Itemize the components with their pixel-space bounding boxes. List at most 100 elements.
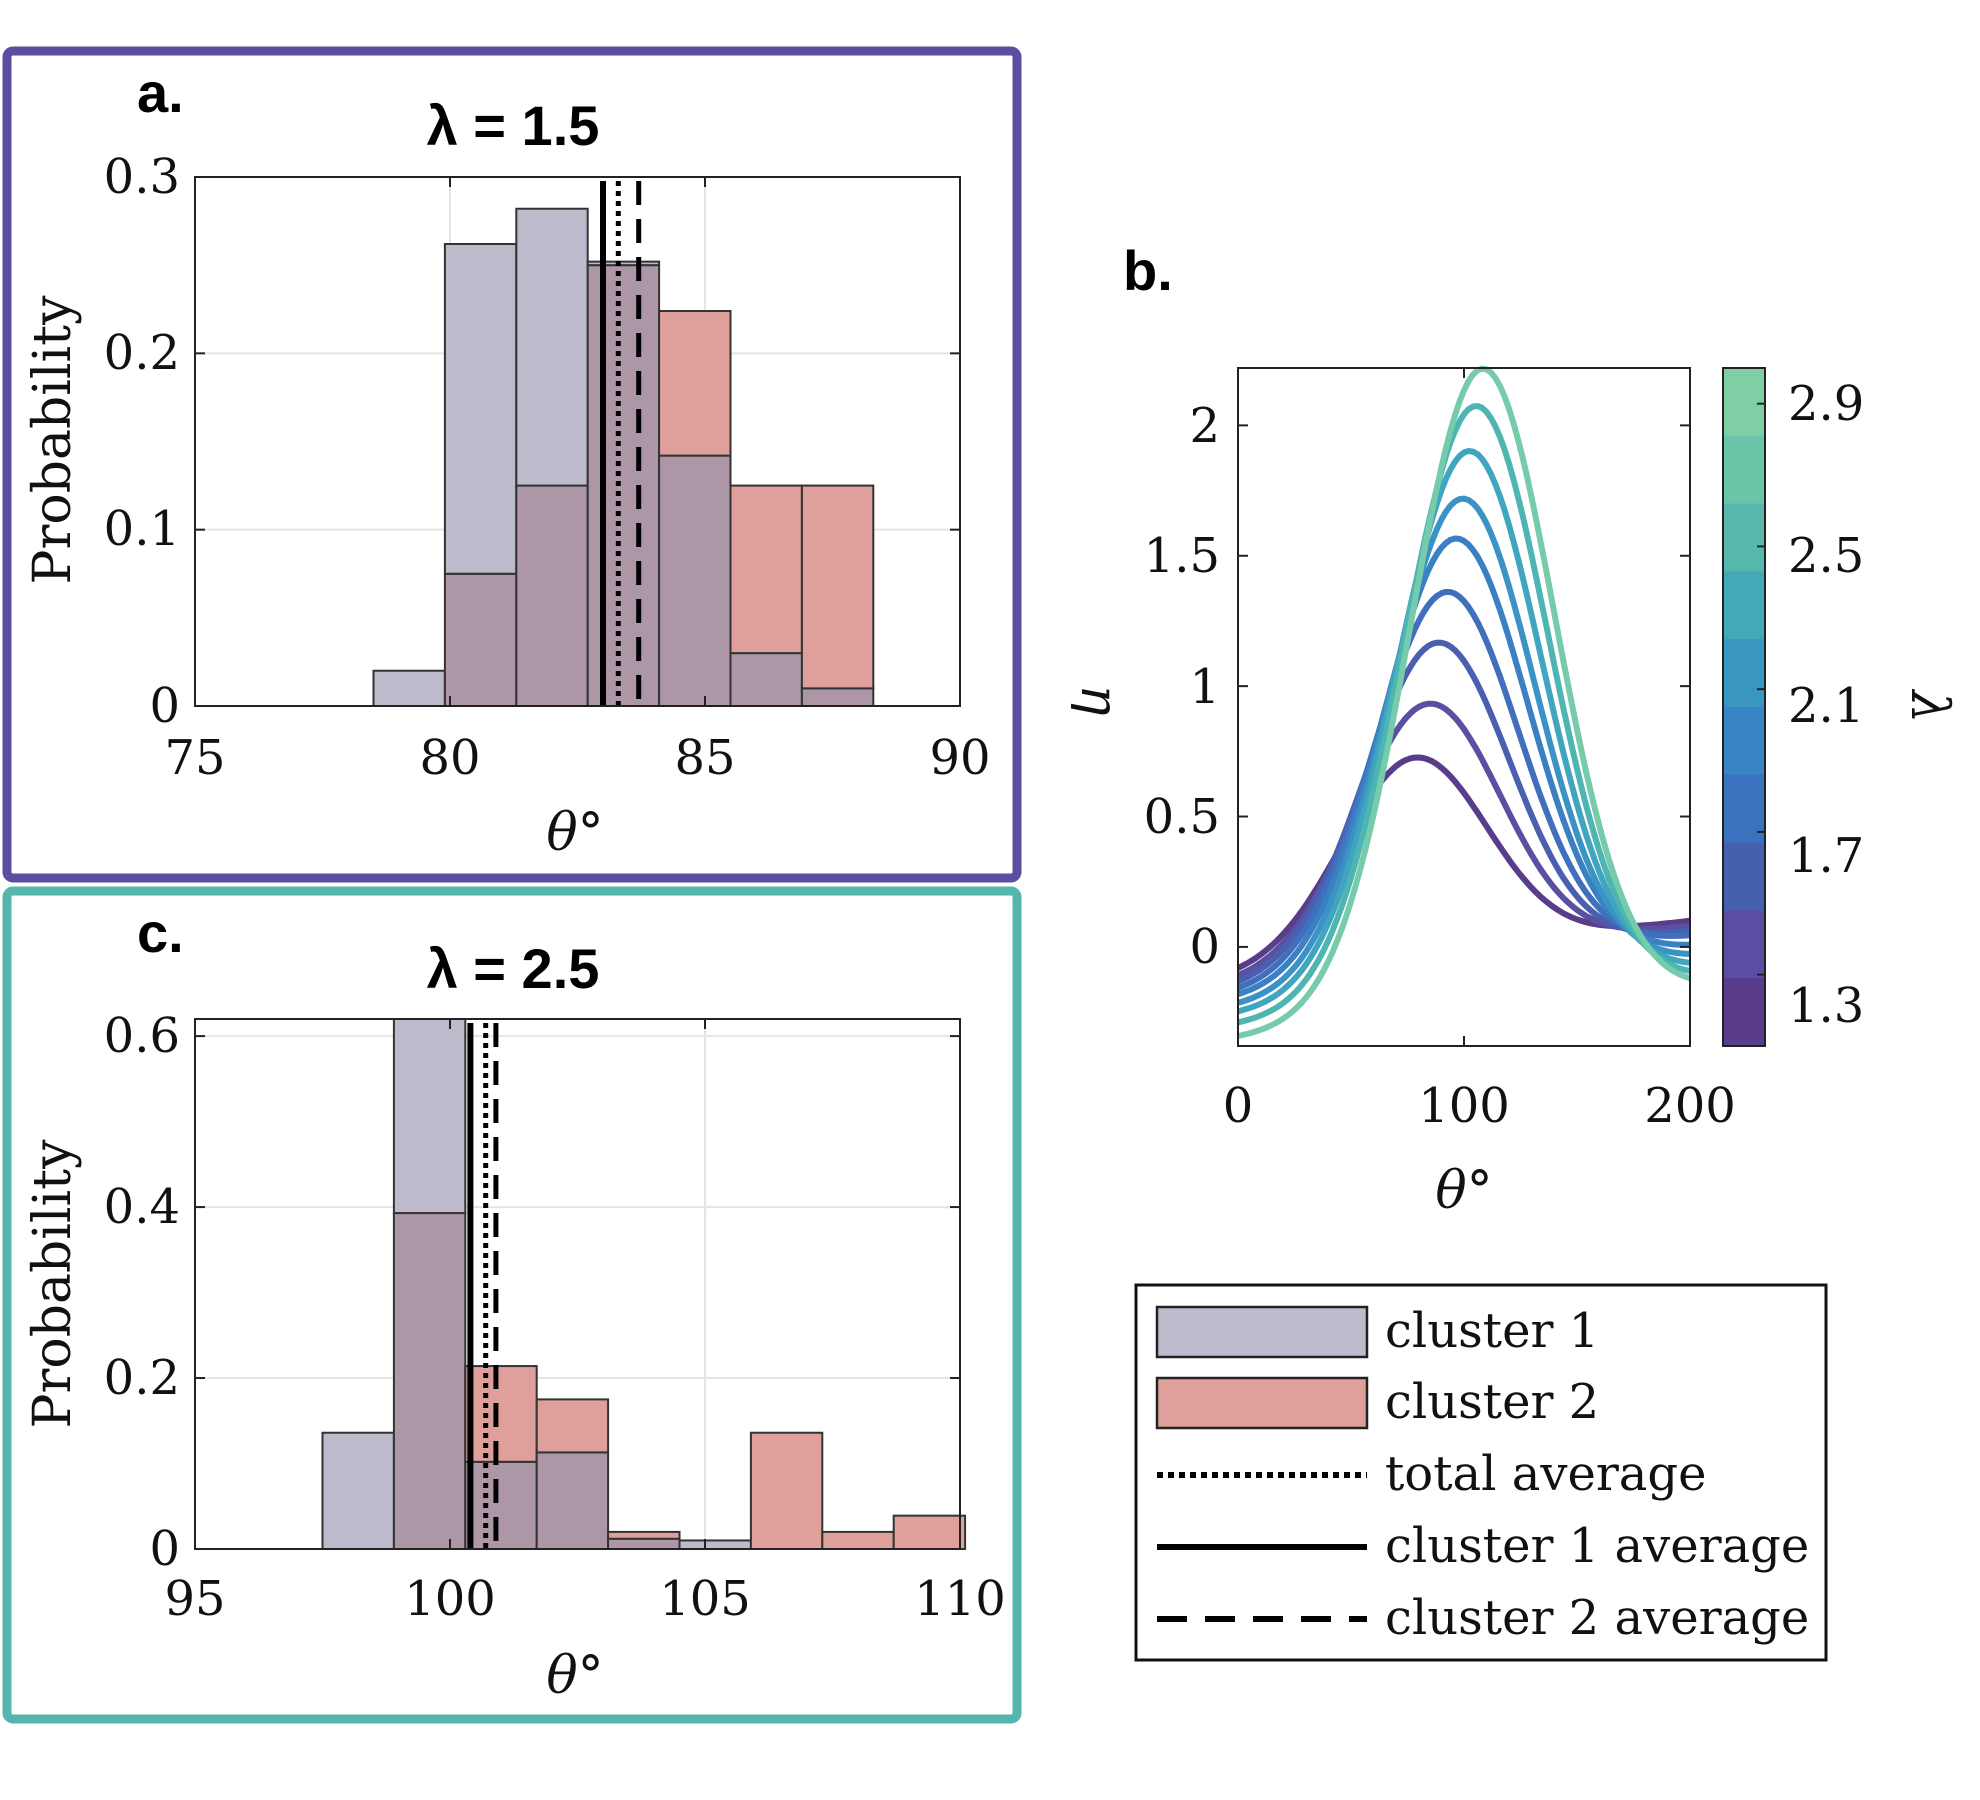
b-curve-lambda-1.7: [1236, 639, 1691, 985]
b-ytick-4: 2: [1189, 398, 1220, 454]
colorbar-label: λ: [1899, 689, 1959, 724]
panel-b-curves: [1236, 365, 1691, 1039]
cb-tick-2.9: 2.9: [1788, 376, 1864, 432]
legend-label-cluster2: cluster 2: [1385, 1374, 1599, 1430]
c-bar-cluster1-1: [392, 1018, 467, 1215]
panel-c-axes-box: [194, 1018, 961, 1550]
colorbar-band-7: [1723, 842, 1765, 911]
legend-swatch-cluster2: [1155, 1376, 1369, 1430]
panel-a-axes-box: [194, 176, 961, 707]
c-bar-overlap-1: [392, 1212, 467, 1550]
colorbar-band-5: [1723, 707, 1765, 776]
b-ytick-1: 0.5: [1144, 789, 1220, 845]
cb-tick-2.1: 2.1: [1788, 678, 1864, 734]
a-bar-cluster1-0: [372, 669, 446, 708]
c-bar-overlap-4: [607, 1537, 681, 1551]
legend-label-cluster2-average: cluster 2 average: [1385, 1590, 1809, 1646]
b-ytick-3: 1.5: [1144, 528, 1220, 584]
panel-a-frame: [2, 46, 1022, 883]
c-bar-cluster2-8: [892, 1514, 967, 1550]
cb-tick-1.7: 1.7: [1788, 828, 1864, 884]
cb-tick-2.5: 2.5: [1788, 528, 1864, 584]
cb-tick-1.3: 1.3: [1788, 978, 1864, 1034]
panel-b-label: b.: [1123, 239, 1173, 302]
panel-c-bars: [321, 1018, 967, 1551]
a-bar-cluster1-2: [515, 207, 589, 487]
c-bar-cluster1-5: [678, 1539, 752, 1551]
panel-a-average-lines: [600, 181, 642, 706]
a-bar-overlap-4: [658, 454, 732, 707]
panel-c: c. λ = 2.5 95 100 105 110 0 0.2 0.4 0.6 …: [2, 886, 1022, 1724]
c-ytick-2: 0.4: [104, 1179, 180, 1235]
c-ytick-1: 0.2: [104, 1350, 180, 1406]
panel-c-title: λ = 2.5: [427, 937, 600, 1000]
c-bar-cluster1-0: [321, 1431, 395, 1551]
a-ytick-3: 0.3: [104, 149, 180, 205]
a-ytick-0: 0: [149, 678, 180, 734]
c-bar-cluster2-4: [607, 1530, 681, 1540]
legend: cluster 1 cluster 2 total average cluste…: [1134, 1283, 1828, 1662]
a-xtick-0: 75: [164, 730, 225, 786]
a-xtick-2: 85: [674, 730, 735, 786]
legend-label-cluster1-average: cluster 1 average: [1385, 1518, 1809, 1574]
b-xtick-2: 200: [1644, 1078, 1736, 1134]
colorbar-band-9: [1723, 978, 1765, 1047]
panel-c-label: c.: [137, 901, 184, 964]
panel-b-ticks: [1237, 368, 1691, 1046]
a-bar-overlap-6: [800, 687, 875, 707]
legend-label-cluster1: cluster 1: [1385, 1303, 1599, 1359]
colorbar-ticks: [1757, 402, 1765, 976]
c-bar-cluster2-7: [821, 1530, 895, 1550]
c-bar-cluster2-3: [535, 1398, 610, 1454]
a-bar-overlap-5: [729, 652, 803, 707]
colorbar-band-0: [1723, 368, 1765, 437]
panel-a-bars: [372, 207, 875, 708]
b-ytick-2: 1: [1189, 659, 1220, 715]
a-bar-cluster2-6: [800, 484, 875, 690]
c-xtick-1: 100: [404, 1571, 496, 1627]
colorbar-band-3: [1723, 571, 1765, 640]
a-bar-overlap-1: [443, 572, 518, 707]
legend-swatch-cluster1: [1155, 1305, 1369, 1359]
c-xtick-3: 110: [914, 1571, 1006, 1627]
panel-c-average-lines: [467, 1023, 499, 1549]
a-xlabel: θ°: [546, 803, 603, 863]
a-bar-cluster1-3: [586, 260, 661, 267]
b-curve-lambda-2.3: [1237, 495, 1691, 1006]
c-bar-cluster2-2: [464, 1365, 538, 1463]
a-bar-cluster1-1: [443, 243, 518, 575]
legend-label-total-average: total average: [1385, 1446, 1707, 1502]
c-ytick-3: 0.6: [104, 1008, 180, 1064]
b-xtick-1: 100: [1418, 1078, 1510, 1134]
c-ylabel: Probability: [23, 1139, 83, 1429]
c-bar-overlap-3: [535, 1451, 610, 1550]
c-xtick-0: 95: [164, 1571, 225, 1627]
c-ytick-0: 0: [149, 1521, 180, 1577]
panel-a: a. λ = 1.5 75 80 85 90 0 0.1 0.2 0.3 θ° …: [2, 46, 1022, 883]
c-bar-cluster2-6: [749, 1431, 824, 1551]
b-ytick-0: 0: [1189, 919, 1220, 975]
colorbar-band-4: [1723, 639, 1765, 708]
a-bar-cluster2-5: [729, 484, 803, 655]
a-ylabel: Probability: [23, 295, 83, 585]
colorbar-band-1: [1723, 435, 1765, 505]
a-xtick-3: 90: [929, 730, 990, 786]
c-bar-overlap-2: [464, 1460, 538, 1550]
colorbar-frame: [1722, 367, 1766, 1047]
a-xtick-1: 80: [419, 730, 480, 786]
a-ytick-1: 0.1: [104, 501, 180, 557]
colorbar: [1723, 368, 1765, 1047]
panel-c-ticks: [194, 1019, 961, 1550]
panel-b: b. 0 100 200 0 0.5 1 1.5 2 θ° η 2.9 2.5 …: [1069, 239, 1959, 1221]
a-ytick-2: 0.2: [104, 325, 180, 381]
c-xlabel: θ°: [546, 1646, 603, 1706]
colorbar-band-8: [1723, 910, 1765, 979]
a-bar-overlap-2: [515, 484, 589, 708]
a-bar-cluster2-4: [658, 310, 732, 457]
b-curve-lambda-2.9: [1237, 365, 1691, 1039]
panel-a-label: a.: [137, 61, 184, 124]
panel-c-frame: [2, 886, 1022, 1724]
panel-a-title: λ = 1.5: [427, 94, 600, 157]
b-xlabel: θ°: [1435, 1161, 1492, 1221]
